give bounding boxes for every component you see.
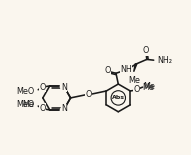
Text: O: O: [142, 46, 148, 55]
Text: Me: Me: [128, 76, 140, 85]
Text: O: O: [104, 66, 111, 75]
Text: Me: Me: [143, 83, 155, 92]
Text: O: O: [40, 83, 46, 92]
Text: O: O: [133, 85, 140, 94]
Text: NH: NH: [120, 65, 132, 74]
Polygon shape: [134, 64, 137, 72]
Text: O: O: [85, 90, 92, 99]
Text: MeO: MeO: [16, 100, 34, 109]
Text: Me: Me: [23, 100, 34, 109]
Text: Me: Me: [143, 82, 155, 91]
Text: MeO: MeO: [16, 87, 34, 96]
Text: NH₂: NH₂: [157, 56, 172, 65]
Text: Abs: Abs: [112, 95, 125, 100]
Text: N: N: [61, 104, 67, 113]
Text: O: O: [40, 104, 46, 113]
Text: N: N: [61, 83, 67, 92]
